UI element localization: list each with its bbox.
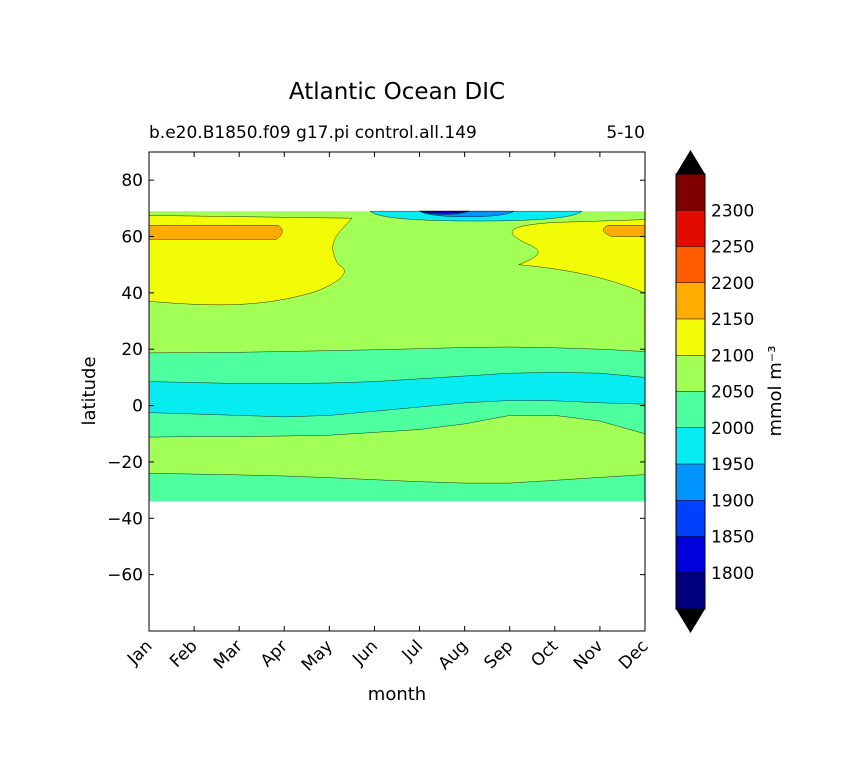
y-tick-label-7: −60	[107, 566, 143, 586]
x-tick-label-aug: Aug	[435, 636, 473, 674]
colorbar-extend-under	[676, 609, 705, 633]
contour-fills	[149, 210, 645, 502]
colorbar-segment-1900	[676, 464, 705, 501]
colorbar-tick-label-1800: 1800	[711, 564, 754, 584]
colorbar-segment-1800	[676, 536, 705, 573]
contour-line-1	[149, 473, 645, 484]
colorbar-tick-label-1900: 1900	[711, 491, 754, 511]
x-tick-label-mar: Mar	[210, 636, 247, 673]
y-tick-label-0: 80	[121, 171, 143, 191]
contour-region-2100-right	[511, 219, 645, 294]
colorbar-tick-label-2250: 2250	[711, 238, 754, 258]
x-tick-label-feb: Feb	[166, 636, 201, 671]
y-tick-label-4: 0	[132, 397, 143, 417]
colorbar-segment-1850	[676, 500, 705, 537]
colorbar-tick-label-1850: 1850	[711, 528, 754, 548]
colorbar-tick-label-2300: 2300	[711, 201, 754, 221]
chart-subtitle-right: 5-10	[606, 123, 645, 143]
contour-band-2000-4	[149, 347, 645, 384]
colorbar-tick-label-2050: 2050	[711, 383, 754, 403]
x-tick-label-may: May	[298, 636, 337, 675]
x-tick-label-jul: Jul	[398, 636, 427, 665]
colorbar-tick-label-1950: 1950	[711, 455, 754, 475]
colorbar	[675, 150, 706, 633]
x-tick-label-nov: Nov	[570, 636, 608, 674]
colorbar-label: mmol m⁻³	[765, 345, 786, 436]
colorbar-tick-label-2100: 2100	[711, 346, 754, 366]
contour-line-3	[149, 400, 645, 418]
contour-band-2000-0	[149, 473, 645, 502]
contour-band-2000-2	[149, 400, 645, 438]
contour-region-1800	[419, 210, 470, 214]
contour-lines	[149, 346, 645, 484]
colorbar-extend-over	[676, 150, 705, 174]
y-tick-label-5: −20	[107, 453, 143, 473]
y-tick-label-1: 60	[121, 228, 143, 248]
x-tick-label-oct: Oct	[527, 636, 562, 671]
contour-band-2050-1	[149, 415, 645, 484]
x-tick-label-jan: Jan	[123, 636, 156, 669]
colorbar-segment-2000	[676, 391, 705, 428]
colorbar-tick-label-2000: 2000	[711, 419, 754, 439]
y-axis-label: latitude	[79, 356, 100, 425]
colorbar-segment-2050	[676, 355, 705, 392]
colorbar-segment-1750	[676, 572, 705, 609]
contour-region-2150-left	[149, 225, 283, 240]
contour-region-2150-right	[603, 225, 645, 237]
colorbar-segment-2150	[676, 282, 705, 319]
y-tick-label-6: −40	[107, 509, 143, 529]
y-tick-label-3: 20	[121, 340, 143, 360]
contour-line-5	[149, 346, 645, 354]
colorbar-segment-2300	[676, 174, 705, 211]
x-tick-label-sep: Sep	[480, 636, 517, 673]
colorbar-segment-1950	[676, 427, 705, 464]
colorbar-ticks: 1800 1850 1900 1950 2000 2050 2100 2150 2200 2250…	[676, 201, 754, 584]
plot-frame	[148, 151, 646, 632]
x-tick-label-dec: Dec	[615, 636, 652, 673]
contour-line-4	[149, 372, 645, 384]
colorbar-segment-2250	[676, 210, 705, 247]
contour-band-1950-3	[149, 372, 645, 417]
x-tick-label-jun: Jun	[348, 636, 382, 670]
y-axis-ticks: 80 60 40 20 0 −20 −40 −60	[107, 171, 645, 586]
x-tick-label-apr: Apr	[257, 636, 292, 671]
colorbar-segment-2200	[676, 246, 705, 283]
colorbar-tick-label-2150: 2150	[711, 310, 754, 330]
chart-subtitle-left: b.e20.B1850.f09 g17.pi control.all.149	[149, 123, 477, 143]
y-tick-label-2: 40	[121, 284, 143, 304]
chart-title: Atlantic Ocean DIC	[289, 79, 505, 105]
colorbar-segment-2100	[676, 319, 705, 356]
contour-line-2	[149, 415, 645, 438]
colorbar-tick-label-2200: 2200	[711, 274, 754, 294]
x-axis-label: month	[368, 684, 426, 705]
